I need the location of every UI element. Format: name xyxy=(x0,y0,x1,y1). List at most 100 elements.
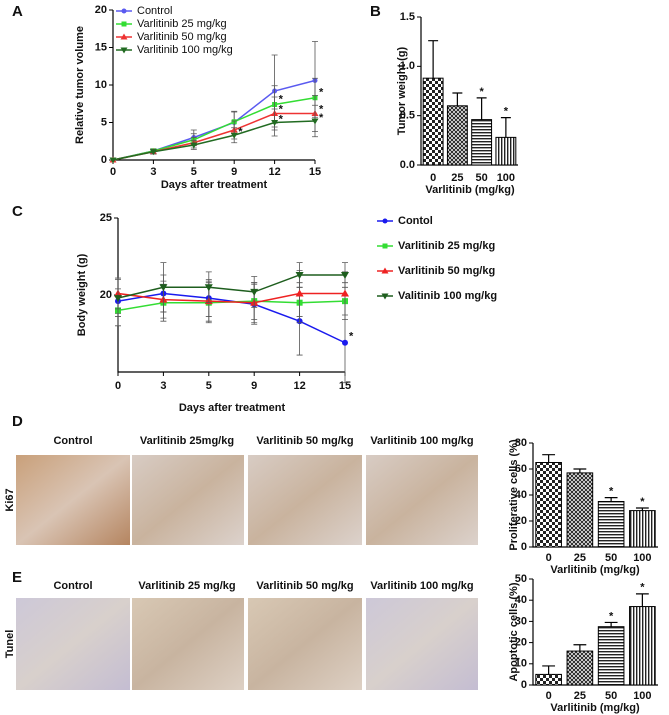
x-axis-label: Days after treatment xyxy=(179,402,286,414)
y-tick-label: 0 xyxy=(101,154,107,166)
legend-label: Varlitinib 50 mg/kg xyxy=(137,31,227,43)
x-tick-label: 100 xyxy=(633,690,651,702)
panel-label: B xyxy=(370,3,381,20)
x-tick-label: 0 xyxy=(115,380,121,392)
y-tick-label: 0 xyxy=(521,679,527,691)
x-tick-label: 5 xyxy=(206,380,212,392)
legend-label: Contol xyxy=(398,215,433,227)
point xyxy=(342,339,348,346)
x-tick-label: 0 xyxy=(546,552,552,564)
x-tick-label: 0 xyxy=(110,166,116,178)
image-title: Control xyxy=(53,435,92,447)
series-line xyxy=(112,97,316,161)
series-line xyxy=(112,79,316,161)
bar xyxy=(566,472,594,548)
y-axis-label: Body weight (g) xyxy=(76,253,88,336)
error-bar xyxy=(635,507,649,511)
error-bar xyxy=(476,97,487,120)
point xyxy=(250,288,259,296)
y-tick-label: 1.5 xyxy=(400,11,415,23)
point xyxy=(381,267,389,274)
point xyxy=(230,132,238,139)
y-tick-label: 15 xyxy=(95,41,107,53)
y-tick-label: 0.5 xyxy=(400,110,415,122)
point xyxy=(341,289,349,297)
x-axis-label: Varlitinib (mg/kg) xyxy=(550,702,640,714)
ki67-image xyxy=(366,455,478,545)
x-tick-label: 9 xyxy=(231,166,237,178)
point xyxy=(120,47,128,54)
tunel-image xyxy=(248,598,362,690)
error-bar xyxy=(500,117,511,138)
micrographs xyxy=(16,455,478,690)
error-bar xyxy=(573,468,587,473)
significance-mark: * xyxy=(640,496,645,508)
point xyxy=(382,218,388,224)
error-bar xyxy=(428,40,439,79)
series-line xyxy=(117,274,345,299)
bar xyxy=(471,119,493,166)
point xyxy=(120,33,128,40)
x-tick-label: 50 xyxy=(476,172,488,184)
legend-label: Varlitinib 50 mg/kg xyxy=(398,265,495,277)
x-axis-label: Days after treatment xyxy=(161,179,268,191)
panel-label: E xyxy=(12,569,22,586)
x-tick-label: 3 xyxy=(150,166,156,178)
x-axis-label: Varlitinib (mg/kg) xyxy=(425,184,515,196)
y-tick-label: 60 xyxy=(515,463,527,475)
bar xyxy=(446,105,468,166)
ki67-image xyxy=(248,455,362,545)
point xyxy=(341,271,349,279)
bar xyxy=(535,462,562,548)
x-tick-label: 25 xyxy=(451,172,463,184)
ki67-image xyxy=(132,455,244,545)
bar xyxy=(495,136,517,166)
x-tick-label: 15 xyxy=(339,380,351,392)
point xyxy=(382,243,388,249)
y-tick-label: 30 xyxy=(515,615,527,627)
legend-label: Varlitinib 25 mg/kg xyxy=(137,18,227,30)
point xyxy=(149,149,157,156)
point xyxy=(295,289,304,297)
bar xyxy=(597,501,625,548)
ki67-image xyxy=(16,455,130,545)
bar xyxy=(535,673,562,686)
tunel-image xyxy=(366,598,478,690)
y-tick-label: 20 xyxy=(95,4,107,16)
y-tick-label: 20 xyxy=(515,515,527,527)
significance-mark: * xyxy=(279,93,284,105)
significance-mark: * xyxy=(640,582,645,594)
y-tick-label: 10 xyxy=(95,79,107,91)
y-tick-label: 20 xyxy=(100,289,112,301)
error-bar xyxy=(573,644,587,652)
significance-mark: * xyxy=(279,113,284,125)
image-title: Varlitinib 50 mg/kg xyxy=(256,580,353,592)
panel-label: C xyxy=(12,203,23,220)
y-axis-label: Tumor weight (g) xyxy=(396,46,408,135)
y-tick-label: 80 xyxy=(515,437,527,449)
legend-label: Varlitinib 25 mg/kg xyxy=(398,240,495,252)
series-line xyxy=(117,292,345,304)
significance-mark: * xyxy=(609,486,614,498)
significance-mark: * xyxy=(319,87,324,99)
y-axis-label: Apoptotic cells (%) xyxy=(508,582,520,681)
bar xyxy=(629,510,656,548)
error-bar xyxy=(452,92,463,106)
y-axis-label: Proliferative cells (%) xyxy=(508,439,520,551)
point xyxy=(311,118,319,125)
y-tick-label: 25 xyxy=(100,212,112,224)
error-bar xyxy=(542,454,556,463)
legend-label: Valitinib 100 mg/kg xyxy=(398,290,497,302)
x-tick-label: 100 xyxy=(633,552,651,564)
y-tick-label: 10 xyxy=(515,658,527,670)
x-tick-label: 0 xyxy=(546,690,552,702)
point xyxy=(381,293,389,300)
y-tick-label: 40 xyxy=(515,489,527,501)
row-label: Tunel xyxy=(4,630,16,659)
x-tick-label: 25 xyxy=(574,552,586,564)
significance-mark: * xyxy=(349,331,354,343)
significance-mark: * xyxy=(279,103,284,115)
point xyxy=(121,8,127,14)
legend-label: Control xyxy=(137,5,172,17)
